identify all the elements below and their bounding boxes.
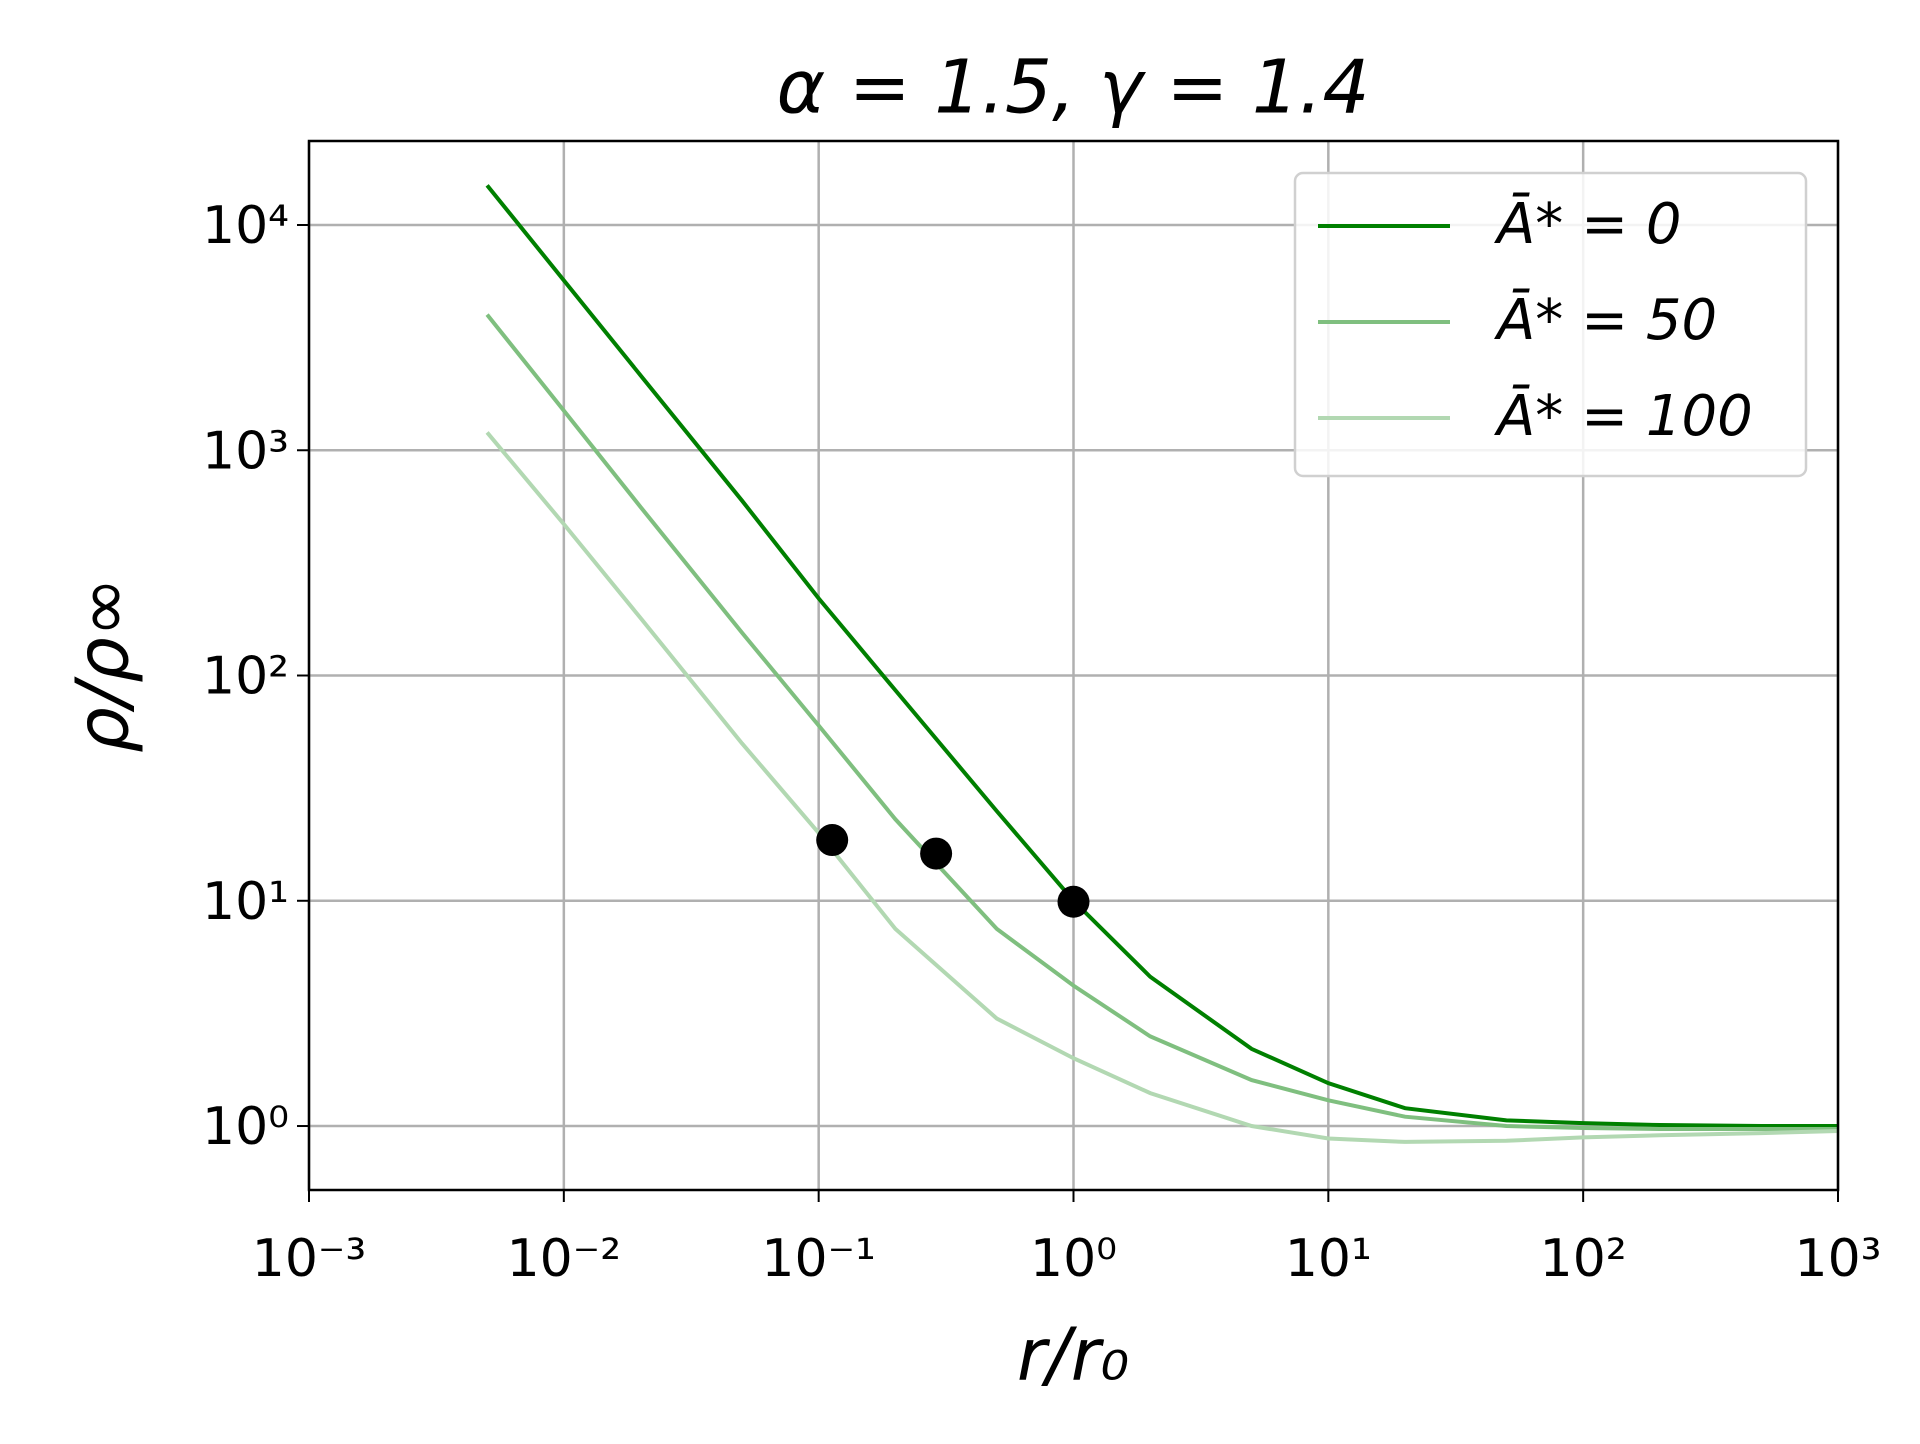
marker-point (816, 824, 849, 857)
x-tick-label: 10⁻¹ (761, 1229, 875, 1289)
x-tick-label: 10⁻³ (252, 1229, 366, 1289)
marker-point (920, 837, 953, 870)
x-tick-label: 10¹ (1285, 1229, 1372, 1289)
y-tick-label: 10¹ (202, 872, 289, 932)
legend-box (1293, 171, 1808, 478)
chart-title: α = 1.5, γ = 1.4 (776, 45, 1369, 131)
y-tick-label: 10² (202, 647, 289, 707)
x-axis-label: r/r₀ (1017, 1313, 1129, 1397)
y-tick-label: 10⁰ (202, 1097, 289, 1157)
legend-label: Ā* = 50 (1494, 288, 1717, 353)
y-tick-label: 10³ (202, 421, 289, 481)
y-axis-label: ρ/ρ∞ (61, 577, 145, 753)
marker-point (1057, 885, 1090, 918)
plot-frame (307, 139, 1840, 1192)
legend-label: Ā* = 100 (1494, 384, 1753, 449)
series-line (485, 313, 1838, 1132)
x-tick-label: 10⁰ (1030, 1229, 1117, 1289)
x-tick-label: 10³ (1794, 1229, 1881, 1289)
y-tick-label: 10⁴ (202, 196, 289, 256)
x-tick-label: 10² (1540, 1229, 1627, 1289)
x-tick-label: 10⁻² (507, 1229, 621, 1289)
series-line (485, 184, 1838, 1129)
series-line (485, 431, 1839, 1144)
legend-label: Ā* = 0 (1494, 192, 1681, 257)
